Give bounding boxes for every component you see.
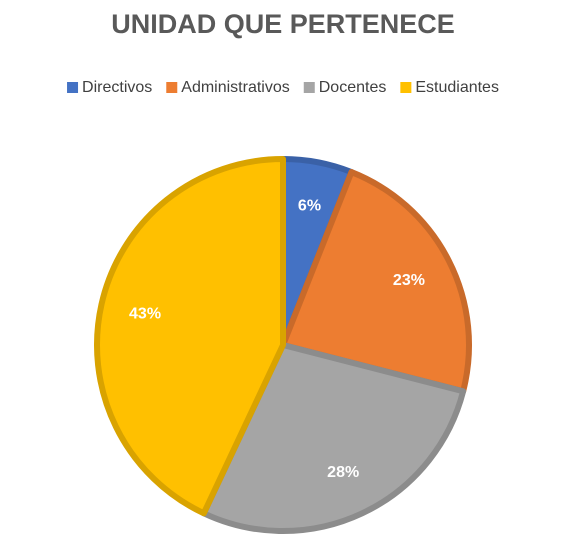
chart-title: UNIDAD QUE PERTENECE (111, 9, 455, 39)
legend-swatch (303, 82, 315, 93)
data-label: 28% (327, 464, 359, 481)
data-label: 23% (393, 272, 425, 289)
legend-swatch (166, 82, 178, 93)
legend-label: Administrativos (181, 79, 289, 96)
pie-slice (94, 156, 286, 517)
pie-slice (280, 169, 472, 395)
legend-swatch (67, 82, 79, 93)
data-label: 43% (129, 305, 161, 322)
legend-label: Directivos (82, 79, 152, 96)
legend-label: Docentes (319, 79, 387, 96)
legend-swatch (400, 82, 412, 93)
pie-slice (200, 342, 467, 534)
data-label: 6% (298, 197, 321, 214)
legend-label: Estudiantes (415, 79, 499, 96)
